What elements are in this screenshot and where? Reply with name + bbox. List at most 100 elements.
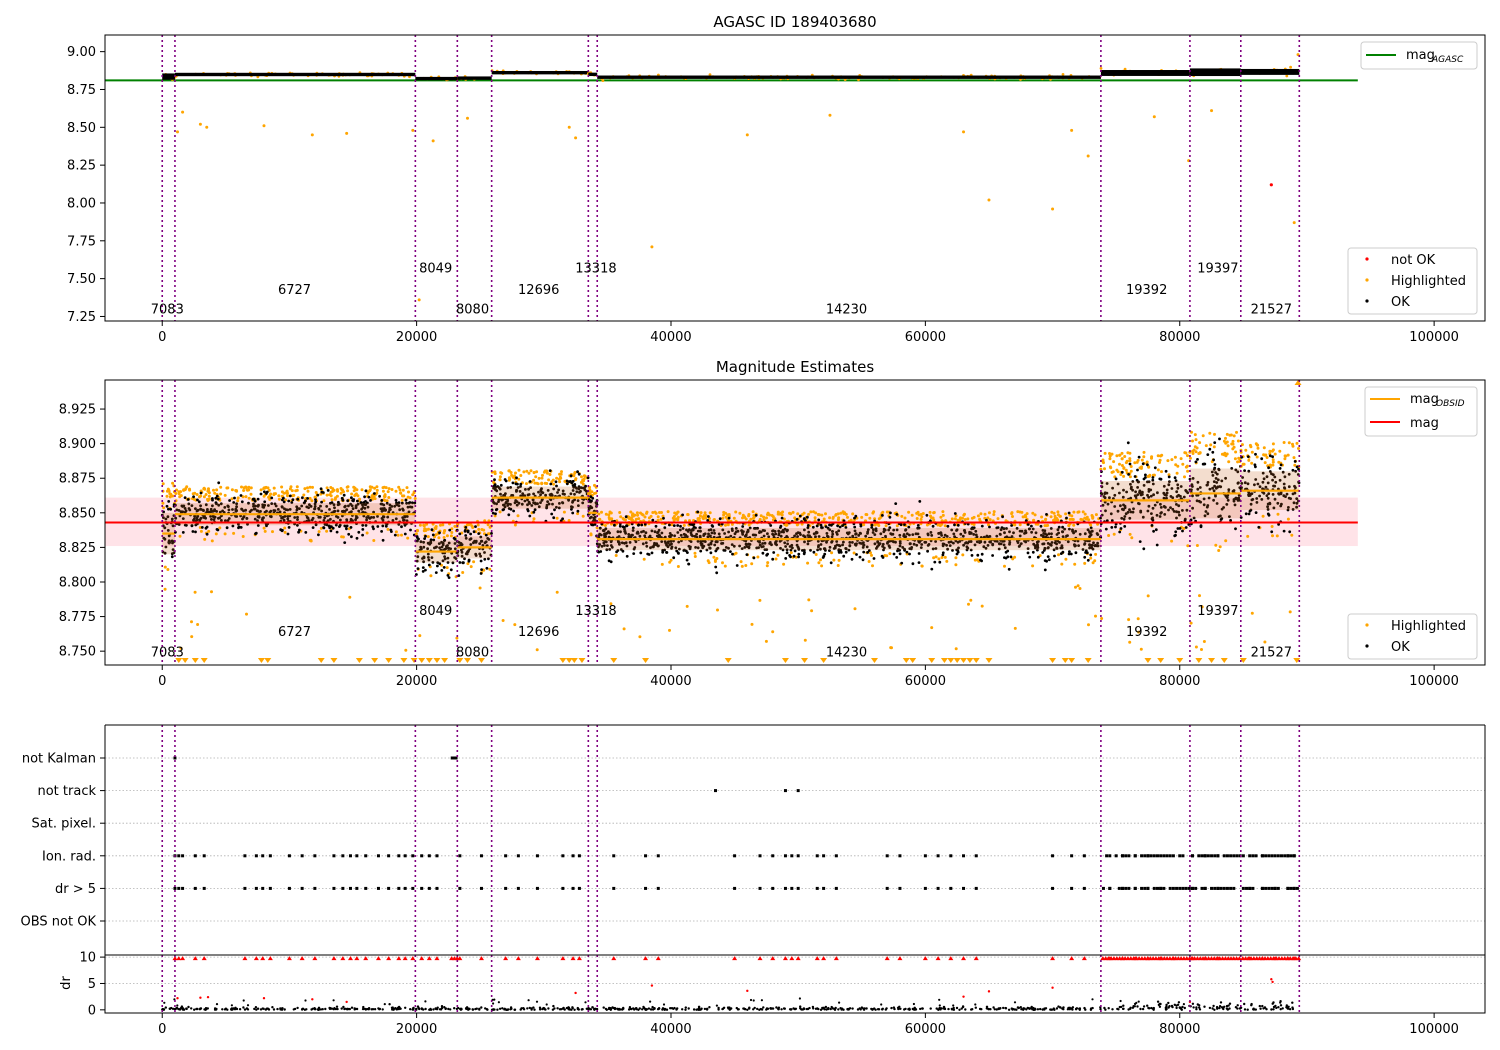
panel3-flag-point	[834, 854, 838, 858]
panel2-highlighted-point	[207, 529, 211, 533]
panel2-ok-point	[196, 514, 200, 518]
panel3-flag-point	[1229, 854, 1233, 858]
panel2-highlighted-point	[903, 516, 907, 520]
panel2-highlighted-point	[1195, 544, 1199, 547]
panel2-ok-point	[443, 547, 447, 551]
panel2-ok-point	[314, 498, 317, 501]
panel3-flag-point	[1143, 886, 1147, 890]
panel2-highlighted-point	[383, 495, 387, 499]
panel2-ok-point	[1067, 511, 1071, 515]
panel2-highlighted-point	[1198, 451, 1202, 455]
panel2-ok-point	[252, 502, 255, 506]
panel2-highlighted-point	[1228, 433, 1232, 437]
panel2-ok-point	[328, 508, 331, 511]
panel2-ok-point	[953, 523, 956, 527]
panel2-highlighted-point	[213, 491, 217, 495]
panel2-ok-point	[171, 524, 175, 528]
panel3-flag-point	[1216, 854, 1220, 858]
panel2-ok-point	[573, 483, 577, 486]
panel2-ok-point	[317, 533, 320, 537]
panel2-highlighted-point	[353, 493, 357, 497]
panel2-highlighted-point	[498, 475, 502, 479]
panel2-ok-point	[559, 519, 563, 523]
panel2-ok-point	[422, 545, 426, 549]
panel2-highlighted-point	[1292, 456, 1296, 460]
panel2-highlighted-point	[405, 486, 409, 490]
panel2-highlighted-point	[996, 517, 1000, 521]
panel4-ok-point	[317, 1006, 321, 1009]
panel1-highlighted-point	[1123, 67, 1127, 71]
panel3-flag-point	[427, 854, 431, 858]
panel2-ok-point	[576, 499, 580, 502]
panel2-ok-point	[223, 506, 227, 509]
panel2-ok-point	[546, 489, 550, 492]
panel2-ok-point	[460, 554, 464, 558]
panel2-highlighted-point	[434, 525, 438, 528]
panel1-highlighted-point	[1099, 67, 1103, 70]
panel3-flag-point	[1289, 886, 1293, 890]
panel2-ok-point	[400, 525, 403, 529]
panel2-highlighted-point	[551, 478, 555, 482]
panel2-highlighted-point	[500, 471, 504, 475]
panel3-flag-point	[1175, 886, 1179, 890]
panel2-ok-point	[367, 495, 371, 499]
panel2-highlighted-point	[1234, 450, 1238, 454]
panel2-highlighted-point	[849, 518, 853, 522]
panel3-flag-point	[1286, 854, 1290, 858]
panel2-ok-point	[366, 501, 369, 505]
panel2-ok-point	[386, 515, 390, 519]
panel2-legend-ok-swatch	[1365, 644, 1369, 648]
panel2-highlighted-point	[212, 488, 215, 492]
panel2-ok-point	[1181, 529, 1184, 533]
panel3-flag-point	[1162, 854, 1166, 858]
panel2-ok-point	[192, 495, 196, 499]
panel1-legend-notok-label: not OK	[1391, 253, 1436, 268]
panel2-ok-point	[233, 496, 236, 500]
panel2-highlighted-point	[865, 513, 869, 517]
panel2-highlighted-point	[992, 513, 996, 516]
panel3-flag-point	[1210, 854, 1214, 858]
panel2-ok-point	[570, 507, 573, 511]
panel2-ok-point	[668, 523, 671, 527]
panel2-ok-point	[280, 505, 284, 508]
panel2-ok-point	[531, 498, 535, 502]
panel2-ok-point	[431, 561, 435, 564]
panel2-highlighted-point	[346, 485, 350, 489]
panel4-ok-point	[381, 1008, 384, 1011]
panel2-ok-point	[443, 557, 447, 561]
panel2-ok-point	[282, 518, 286, 522]
panel2-ok-point	[356, 499, 359, 503]
panel2-ok-point	[293, 516, 297, 519]
panel3-flag-point	[1203, 854, 1207, 858]
panel2-ok-point	[234, 514, 238, 518]
panel3-flag-point	[1210, 886, 1214, 890]
panel2-highlighted-point	[576, 512, 580, 516]
panel2-ok-point	[1086, 558, 1090, 562]
panel2-ok-point	[1229, 519, 1232, 522]
panel2-ok-point	[288, 508, 292, 511]
panel3-flag-point	[1267, 886, 1271, 890]
panel2-ok-point	[533, 508, 537, 512]
panel2-highlighted-point	[1170, 458, 1174, 462]
panel2-highlighted-point	[870, 553, 873, 557]
panel2-ok-point	[549, 482, 553, 486]
panel2-ok-point	[567, 498, 570, 502]
panel2-ok-point	[273, 509, 277, 512]
panel2-ok-point	[1065, 516, 1068, 520]
panel2-ok-point	[314, 523, 318, 527]
panel2-highlighted-point	[1173, 455, 1177, 459]
panel4-ok-point	[335, 1005, 339, 1008]
panel2-highlighted-point	[517, 468, 521, 472]
panel2-highlighted-outlier	[1100, 617, 1104, 620]
panel2-ok-point	[710, 524, 714, 527]
panel2-highlighted-point	[1255, 455, 1259, 459]
panel2-highlighted-outlier	[716, 608, 719, 612]
panel2-ok-point	[547, 502, 551, 506]
panel2-ok-point	[797, 552, 801, 556]
panel2-highlighted-point	[1262, 446, 1266, 450]
panel2-ok-point	[218, 510, 222, 514]
panel2-ok-point	[205, 525, 209, 529]
panel2-highlighted-point	[1112, 532, 1116, 536]
panel2-highlighted-point	[1170, 539, 1174, 543]
panel2-ok-point	[209, 515, 213, 518]
